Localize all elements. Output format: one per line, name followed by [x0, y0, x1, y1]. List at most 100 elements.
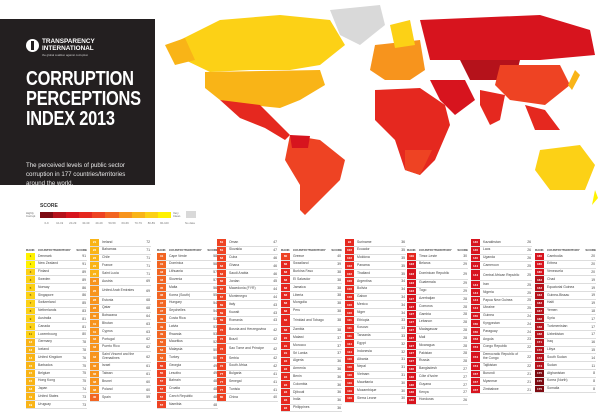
score-cell: 58	[213, 262, 217, 267]
rank-cell: 127	[407, 310, 416, 318]
score-cell: 35	[401, 271, 405, 276]
country-name: Saint Lucia	[102, 270, 119, 275]
table-row: 46 Korea (South) 55	[157, 291, 218, 300]
country-name: Togo	[419, 288, 427, 293]
table-row: 77 Bulgaria 41	[217, 370, 278, 379]
rank-cell: 11	[26, 330, 35, 338]
country-name: Oman	[229, 239, 239, 244]
table-row: 53 Turkey 50	[157, 354, 218, 363]
rank-cell: 77	[217, 378, 226, 386]
score-cell: 72	[146, 240, 150, 245]
country-name: Kyrgyzstan	[483, 321, 500, 325]
org-name-line2: INTERNATIONAL	[42, 44, 94, 52]
country-name: Suriname	[357, 239, 372, 244]
country-name: Timor-Leste	[419, 253, 437, 258]
table-row: 38 Poland 60	[90, 386, 151, 394]
rank-cell: 91	[281, 349, 290, 357]
score-cell: 86	[82, 285, 86, 290]
country-name: Italy	[229, 302, 236, 307]
table-row: 140 Honduras 26	[407, 396, 468, 405]
rank-cell: 168	[535, 323, 544, 330]
rank-cell: 55	[157, 362, 166, 369]
country-name: Tunisia	[229, 386, 240, 391]
country-name: Jamaica	[293, 284, 306, 289]
table-row: 31 Bhutan 63	[90, 320, 151, 329]
score-cell: 36	[401, 240, 405, 245]
score-cell: 20	[591, 269, 595, 274]
table-row: 53 Malaysia 50	[157, 346, 218, 355]
map-region-south-america	[285, 135, 345, 215]
rank-cell: 8	[26, 307, 35, 315]
country-name: Nigeria	[483, 289, 494, 294]
rank-cell: 53	[157, 346, 166, 354]
score-cell: 27	[463, 366, 467, 371]
table-row: 83 Liberia 38	[281, 291, 342, 300]
table-row: 43 Lithuania 57	[157, 268, 218, 277]
rank-cell: 94	[281, 357, 290, 365]
table-row: 150 Guinea 24	[471, 312, 532, 321]
rank-cell: 18	[26, 385, 35, 393]
table-column: RANK COUNTRY/TERRITORY SCORE 41 Cape Verde 58…	[157, 246, 218, 409]
country-name: Sweden	[38, 277, 51, 282]
country-name: Egypt	[357, 341, 366, 345]
table-row: 9 Canada 81	[26, 323, 87, 331]
score-legend: SCORE Highly Corrupt Very Clean 0-9 10-19…	[26, 203, 206, 231]
table-row: 136 Guyana 27	[407, 381, 468, 389]
table-row: 168 Turkmenistan 17	[535, 323, 596, 331]
score-cell: 61	[146, 371, 150, 376]
rank-cell: 83	[281, 315, 290, 326]
country-name: Iran	[483, 282, 489, 287]
table-row: 45 Malta 56	[157, 284, 218, 292]
country-name: Spain	[102, 394, 111, 399]
rank-cell: 144	[471, 270, 480, 281]
rank-cell: 94	[281, 381, 290, 388]
rank-cell: 26	[90, 277, 99, 285]
rank-cell: 144	[471, 281, 480, 289]
country-name: Malaysia	[169, 347, 183, 352]
rank-cell: 144	[471, 289, 480, 296]
legend-color-bar	[40, 212, 171, 218]
rank-cell: 91	[281, 342, 290, 349]
table-row: 22 Chile 71	[90, 254, 151, 263]
score-cell: 44	[273, 294, 277, 299]
table-header: RANK COUNTRY/TERRITORY SCORE	[407, 246, 468, 253]
rank-cell: 157	[471, 386, 480, 393]
legend-swatch	[144, 212, 158, 218]
score-cell: 30	[401, 396, 405, 401]
country-name: Kosovo	[357, 325, 369, 330]
score-cell: 28	[463, 343, 467, 348]
legend-range-label: 50-59	[108, 221, 116, 225]
country-name: Macedonia (FYR)	[229, 286, 256, 291]
rank-cell: 49	[157, 323, 166, 330]
table-column: 21 Ireland 72 22 Bahamas 71 22 Chile 71 22 France 7…	[90, 239, 151, 402]
rank-cell: 106	[345, 309, 354, 316]
country-name: Denmark	[38, 253, 52, 258]
score-cell: 43	[273, 302, 277, 307]
score-cell: 28	[463, 335, 467, 340]
table-row: 160 Cambodia 20	[535, 253, 596, 261]
score-cell: 30	[463, 254, 467, 259]
table-column: 94 Suriname 36 102 Ecuador 35 102 Moldova 35 102 P…	[345, 239, 406, 403]
rank-cell: 102	[345, 254, 354, 262]
country-name: Germany	[38, 339, 52, 344]
map-region-europe	[370, 40, 425, 80]
legend-swatch	[79, 212, 93, 218]
header-country: COUNTRY/TERRITORY	[38, 247, 71, 252]
country-name: Chad	[547, 277, 556, 282]
table-row: 11 Luxembourg 80	[26, 330, 87, 339]
country-name: Armenia	[293, 366, 306, 371]
score-cell: 38	[337, 293, 341, 298]
rank-cell: 174	[535, 362, 544, 369]
country-name: Korea (North)	[547, 378, 568, 383]
rank-cell: 119	[345, 379, 354, 387]
table-row: 119 Mozambique 30	[345, 387, 406, 395]
table-row: 83 Zambia 38	[281, 326, 342, 335]
rank-cell: 46	[157, 291, 166, 299]
country-name: Nepal	[357, 364, 366, 369]
country-name: Philippines	[293, 405, 310, 410]
score-cell: 48	[213, 386, 217, 391]
rank-cell: 55	[157, 369, 166, 377]
table-column: RANK COUNTRY/TERRITORY SCORE 119 Timor-Leste…	[407, 246, 468, 405]
score-cell: 62	[146, 354, 150, 359]
rank-cell: 1	[26, 260, 35, 268]
